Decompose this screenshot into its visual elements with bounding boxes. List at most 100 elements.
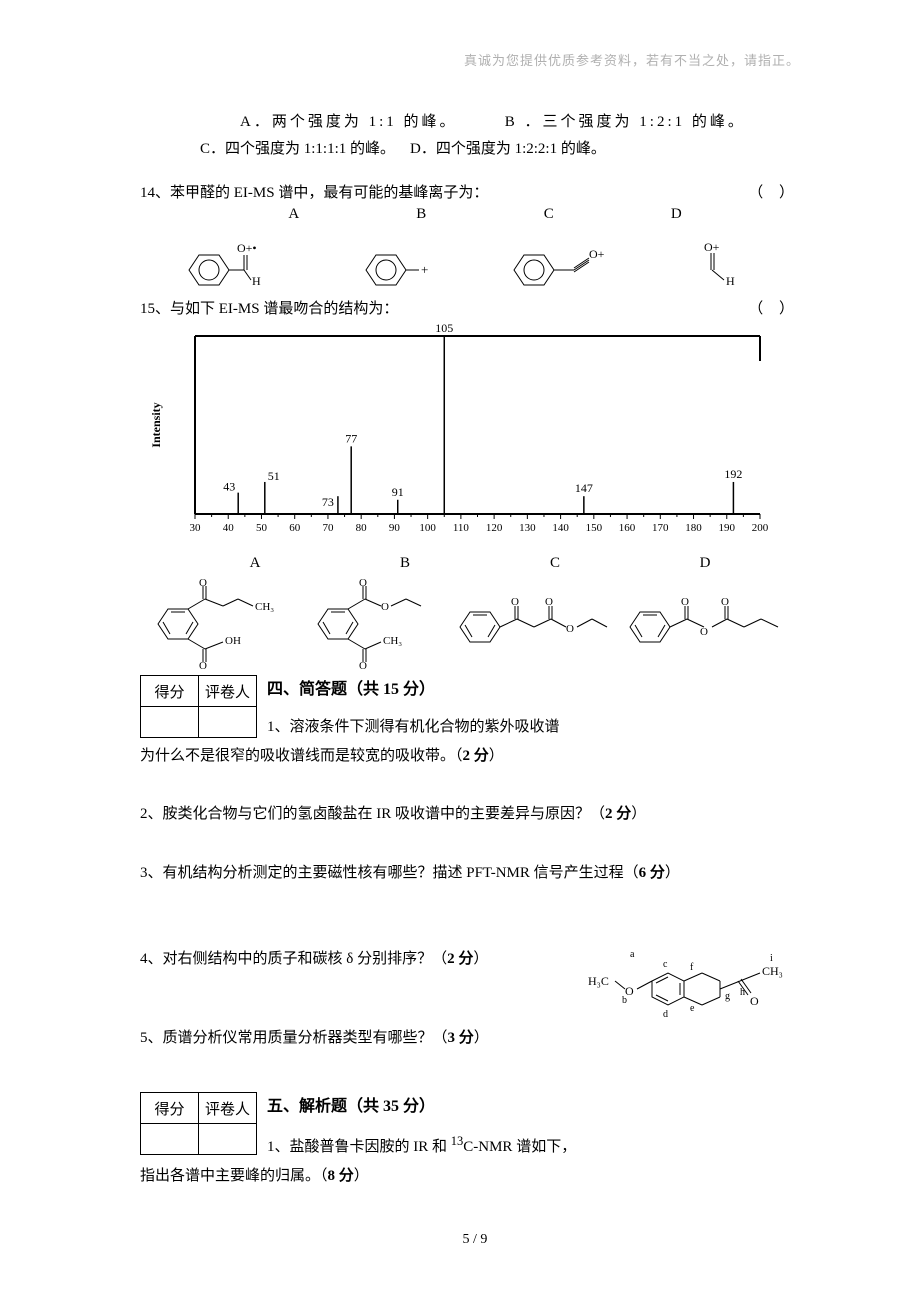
- svg-text:90: 90: [389, 522, 401, 534]
- score5-c1: [141, 1124, 199, 1155]
- struct-14b: +: [308, 225, 476, 295]
- svg-text:40: 40: [223, 522, 235, 534]
- s5-q1a: 1、盐酸普鲁卡因胺的 IR 和: [267, 1139, 451, 1155]
- svg-text:O: O: [750, 994, 759, 1008]
- svg-text:91: 91: [392, 485, 404, 499]
- s4-q1b: 为什么不是很窄的吸收谱线而是较宽的吸收带。（: [140, 748, 463, 764]
- s4-q5b: ）: [474, 1030, 489, 1046]
- svg-text:CH₃: CH₃: [383, 635, 402, 647]
- score5-c2: [199, 1124, 257, 1155]
- opt-a: A．两个强度为 1:1 的峰。: [240, 114, 458, 130]
- s4-q2a: 2、胺类化合物与它们的氢卤酸盐在 IR 吸收谱中的主要差异与原因？（: [140, 806, 605, 822]
- struct-15b: O O O CH₃: [295, 574, 450, 669]
- svg-text:CH₃: CH₃: [762, 964, 783, 978]
- svg-text:e: e: [690, 1003, 695, 1014]
- svg-text:Intensity: Intensity: [149, 402, 163, 447]
- svg-text:i: i: [770, 953, 773, 964]
- svg-text:O: O: [681, 596, 689, 608]
- lab15-c: C: [480, 555, 630, 572]
- q14-labels: A B C D: [140, 206, 810, 223]
- s5-q1pts: 8 分: [328, 1168, 354, 1184]
- svg-text:H: H: [726, 274, 735, 288]
- struct-15d: O O O: [620, 582, 810, 662]
- struct-15a: O CH₃ O OH: [140, 574, 295, 669]
- svg-text:O: O: [199, 660, 207, 669]
- s4-q1a: 1、溶液条件下测得有机化合物的紫外吸收谱: [267, 719, 560, 735]
- svg-text:f: f: [690, 962, 694, 973]
- s4-q4a: 4、对右侧结构中的质子和碳核 δ 分别排序？（: [140, 951, 447, 967]
- page-footer: 5 / 9: [140, 1232, 810, 1248]
- struct-15c: O O O: [450, 582, 620, 662]
- q15-text: 15、与如下 EI-MS 谱最吻合的结构为：: [140, 297, 398, 318]
- svg-text:h: h: [740, 987, 745, 998]
- svg-text:O: O: [359, 660, 367, 669]
- opt-d: D．四个强度为 1:2:2:1 的峰。: [410, 141, 606, 157]
- q15-row: 15、与如下 EI-MS 谱最吻合的结构为： （ ）: [140, 297, 810, 318]
- svg-text:O+: O+: [704, 240, 720, 254]
- s4-q2: 2、胺类化合物与它们的氢卤酸盐在 IR 吸收谱中的主要差异与原因？（2 分）: [140, 800, 810, 829]
- header-watermark: 真诚为您提供优质参考资料，若有不当之处，请指正。: [140, 50, 810, 69]
- s4-q4b: ）: [473, 951, 488, 967]
- s4-q4pts: 2 分: [447, 951, 473, 967]
- svg-text:c: c: [663, 959, 668, 970]
- sup13: 13: [451, 1134, 464, 1148]
- q15-paren: （ ）: [748, 297, 810, 318]
- struct-14a: O+• H: [140, 225, 308, 295]
- lab-d: D: [613, 206, 741, 223]
- svg-text:O: O: [545, 596, 553, 608]
- svg-text:CH₃: CH₃: [255, 601, 274, 613]
- s5-q1c: 指出各谱中主要峰的归属。（: [140, 1168, 328, 1184]
- svg-text:73: 73: [322, 495, 334, 509]
- svg-text:100: 100: [419, 522, 436, 534]
- s5-q1b: C-NMR 谱如下，: [463, 1139, 576, 1155]
- svg-text:180: 180: [685, 522, 702, 534]
- svg-text:150: 150: [586, 522, 603, 534]
- score5-h2: 评卷人: [199, 1093, 257, 1124]
- section-4-block: 得分 评卷人 四、简答题（共 15 分） 1、溶液条件下测得有机化合物的紫外吸收…: [140, 675, 810, 770]
- svg-text:60: 60: [289, 522, 301, 534]
- option-13-ab: A．两个强度为 1:1 的峰。 B ．三个强度为 1:2:1 的峰。: [140, 109, 810, 136]
- svg-text:70: 70: [322, 522, 334, 534]
- svg-text:H: H: [252, 274, 261, 288]
- opt-c: C．四个强度为 1:1:1:1 的峰。: [200, 141, 395, 157]
- score-h2: 评卷人: [199, 676, 257, 707]
- svg-text:170: 170: [652, 522, 669, 534]
- svg-text:d: d: [663, 1009, 668, 1020]
- lab-a: A: [230, 206, 358, 223]
- svg-text:140: 140: [552, 522, 569, 534]
- svg-text:a: a: [630, 949, 635, 960]
- svg-text:50: 50: [256, 522, 267, 534]
- q14-row: 14、苯甲醛的 EI-MS 谱中，最有可能的基峰离子为： （ ）: [140, 181, 810, 202]
- s4-q1pts: 2 分: [463, 748, 489, 764]
- svg-text:147: 147: [575, 481, 593, 495]
- s4-q3pts: 6 分: [639, 865, 665, 881]
- lab15-d: D: [630, 555, 780, 572]
- svg-text:O: O: [359, 577, 367, 589]
- svg-text:120: 120: [486, 522, 503, 534]
- ms-spectrum-chart: 3040506070809010011012013014015016017018…: [140, 324, 810, 549]
- struct-14c: O+: [475, 225, 643, 295]
- svg-text:O: O: [566, 623, 574, 635]
- score-table-4: 得分 评卷人: [140, 675, 257, 738]
- s4-q3b: ）: [665, 865, 680, 881]
- q14-structures: O+• H + O+: [140, 225, 810, 295]
- svg-text:110: 110: [453, 522, 470, 534]
- svg-text:77: 77: [345, 431, 357, 445]
- s4-q2b: ）: [631, 806, 646, 822]
- lab15-b: B: [330, 555, 480, 572]
- section-5-block: 得分 评卷人 五、解析题（共 35 分） 1、盐酸普鲁卡因胺的 IR 和 13C…: [140, 1092, 810, 1190]
- s5-q1d: ）: [354, 1168, 369, 1184]
- opt-b: B ．三个强度为 1:2:1 的峰。: [505, 114, 746, 130]
- svg-text:200: 200: [752, 522, 769, 534]
- svg-text:43: 43: [223, 480, 235, 494]
- svg-text:H₃C: H₃C: [588, 974, 609, 988]
- svg-text:190: 190: [719, 522, 736, 534]
- svg-text:O: O: [721, 596, 729, 608]
- svg-text:160: 160: [619, 522, 636, 534]
- s4-q4-row: 4、对右侧结构中的质子和碳核 δ 分别排序？（2 分） 5、质谱分析仪常用质量分…: [140, 945, 810, 1052]
- s4-q5a: 5、质谱分析仪常用质量分析器类型有哪些？（: [140, 1030, 448, 1046]
- q4-structure: a H₃C b O c d f e: [570, 945, 810, 1040]
- score-c2: [199, 707, 257, 738]
- score5-h1: 得分: [141, 1093, 199, 1124]
- svg-text:130: 130: [519, 522, 536, 534]
